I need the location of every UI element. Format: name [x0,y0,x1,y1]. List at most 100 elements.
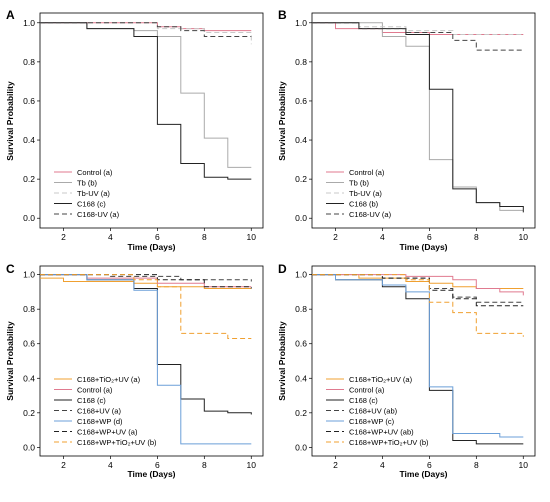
y-axis-label: Survival Probability [5,321,15,401]
panel-c: C 2 4 6 8 10 0.0 0.2 0.4 0.6 0.8 1.0 Time (Days) Surv… [5,262,264,479]
legend-label: C168 (c) [349,396,378,405]
legend-label: Control (a) [349,385,385,394]
x-tick-label: 2 [333,232,338,242]
y-tick-label: 0.4 [295,135,307,145]
series-line-3 [40,22,252,45]
legend-label: C168+TiO₂+UV (a) [349,375,413,384]
series-line-7 [312,274,524,337]
y-tick-label: 0.0 [23,213,35,223]
series-line-2 [40,22,252,168]
legend-label: Control (a) [349,168,385,177]
legend-label: Control (a) [77,168,113,177]
series-line-2 [312,274,524,296]
y-tick-label: 0.2 [295,408,307,418]
legend-label: C168+WP+UV (ab) [349,427,414,436]
series-line-4 [40,22,252,180]
y-tick-label: 0.2 [295,174,307,184]
series-line-3 [40,274,252,415]
y-tick-label: 0.0 [295,442,307,452]
series-line-4 [312,22,524,213]
legend-label: C168+TiO₂+UV (a) [77,375,141,384]
plot-frame [311,12,536,229]
y-tick-label: 0.0 [23,442,35,452]
legend-label: C168 (c) [77,396,106,405]
legend-label: C168-UV (a) [77,210,120,219]
series-line-3 [312,274,524,445]
x-tick-label: 6 [155,460,160,470]
legend-label: Tb-UV (a) [349,189,382,198]
legend-label: C168+WP+TiO₂+UV (b) [349,438,429,447]
x-tick-label: 6 [427,232,432,242]
y-tick-label: 1.0 [295,18,307,28]
legend-label: Control (a) [77,385,113,394]
y-tick-label: 1.0 [23,18,35,28]
x-tick-label: 4 [380,460,385,470]
legend-label: Tb (b) [349,178,370,187]
y-tick-label: 0.8 [295,304,307,314]
x-tick-label: 2 [333,460,338,470]
series-line-1 [40,277,252,289]
plot-frame [311,265,536,457]
y-tick-label: 0.6 [295,339,307,349]
x-tick-label: 2 [61,460,66,470]
y-tick-label: 0.6 [23,96,35,106]
x-tick-label: 2 [61,232,66,242]
x-tick-label: 8 [202,460,207,470]
y-tick-label: 1.0 [23,270,35,280]
series-line-7 [40,274,252,339]
y-tick-label: 0.0 [295,213,307,223]
series-line-5 [40,274,252,445]
panel-letter: C [6,262,15,276]
x-tick-label: 4 [108,232,113,242]
x-tick-label: 10 [247,232,257,242]
y-tick-label: 0.4 [23,135,35,145]
legend-label: C168+UV (a) [77,406,121,415]
x-tick-label: 8 [474,232,479,242]
y-axis-label: Survival Probability [277,81,287,161]
plot-frame [39,12,264,229]
x-tick-label: 10 [519,232,529,242]
panel-b: B 2 4 6 8 10 0.0 0.2 0.4 0.6 0.8 1.0 Time (Days) Surv… [277,8,536,252]
x-tick-label: 4 [108,460,113,470]
series-line-5 [40,22,252,37]
y-axis-label: Survival Probability [5,81,15,161]
legend-label: C168+WP+TiO₂+UV (b) [77,438,157,447]
plot-frame [39,265,264,457]
y-tick-label: 0.8 [23,304,35,314]
x-axis-label: Time (Days) [399,469,447,479]
panel-a: A 2 4 6 8 10 0.0 0.2 0.4 0.6 0.8 1.0 Time (Days) Surv… [5,8,264,252]
legend-label: C168 (c) [77,199,106,208]
x-tick-label: 6 [427,460,432,470]
legend-label: Tb-UV (a) [77,189,110,198]
x-tick-label: 6 [155,232,160,242]
series-line-6 [312,274,524,307]
y-tick-label: 0.8 [295,57,307,67]
x-axis-label: Time (Days) [127,242,175,252]
y-tick-label: 0.6 [23,339,35,349]
legend-label: C168+WP (d) [77,417,123,426]
y-tick-label: 0.6 [295,96,307,106]
series-line-5 [312,22,524,51]
legend-label: C168+WP+UV (a) [77,427,138,436]
y-tick-label: 0.2 [23,408,35,418]
y-tick-label: 0.4 [295,373,307,383]
y-tick-label: 0.8 [23,57,35,67]
panel-d: D 2 4 6 8 10 0.0 0.2 0.4 0.6 0.8 1.0 Time (Days) Surv… [277,262,536,479]
x-tick-label: 10 [247,460,257,470]
series-line-5 [312,274,524,438]
y-tick-label: 0.4 [23,373,35,383]
series-line-1 [40,22,252,32]
x-tick-label: 10 [519,460,529,470]
legend-label: Tb (b) [77,178,98,187]
x-tick-label: 4 [380,232,385,242]
series-line-6 [40,274,252,289]
series-line-4 [40,274,252,282]
y-axis-label: Survival Probability [277,321,287,401]
y-tick-label: 1.0 [295,270,307,280]
legend-label: C168-UV (a) [349,210,392,219]
x-tick-label: 8 [202,232,207,242]
x-axis-label: Time (Days) [399,242,447,252]
panel-letter: B [278,8,287,22]
x-tick-label: 8 [474,460,479,470]
